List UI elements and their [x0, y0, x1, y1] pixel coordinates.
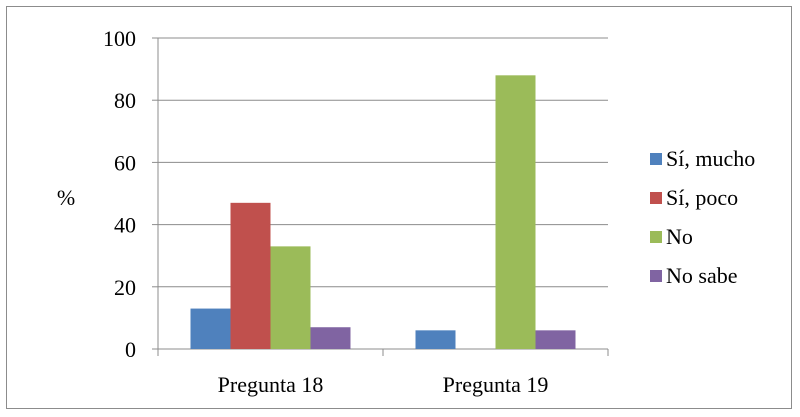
bar [535, 330, 576, 349]
y-tick-label: 80 [114, 88, 136, 113]
y-tick-label: 100 [103, 26, 136, 51]
y-tick-label: 40 [114, 213, 136, 238]
bar [270, 246, 311, 349]
legend-swatch [650, 192, 662, 204]
axes [152, 37, 609, 356]
legend-swatch [650, 270, 662, 282]
legend-label: Sí, mucho [666, 146, 755, 171]
gridlines [158, 37, 608, 350]
legend-label: Sí, poco [666, 185, 738, 210]
bar [230, 202, 271, 349]
legend-swatch [650, 231, 662, 243]
legend: Sí, mucho Sí, poco No No sabe [650, 146, 755, 288]
legend-swatch [650, 153, 662, 165]
chart-frame [6, 6, 792, 409]
x-category-labels: Pregunta 18 Pregunta 19 [218, 372, 549, 397]
bar [495, 75, 536, 349]
bar [415, 330, 456, 349]
bar [190, 308, 231, 349]
x-category-label: Pregunta 19 [443, 372, 549, 397]
y-tick-label: 0 [125, 337, 136, 362]
y-tick-label: 20 [114, 275, 136, 300]
bars [190, 75, 576, 349]
y-tick-label: 60 [114, 150, 136, 175]
legend-label: No [666, 224, 693, 249]
x-category-label: Pregunta 18 [218, 372, 324, 397]
y-tick-labels: 0 20 40 60 80 100 [103, 26, 136, 362]
bar [310, 327, 351, 349]
y-axis-label: % [57, 185, 75, 210]
legend-label: No sabe [666, 263, 737, 288]
